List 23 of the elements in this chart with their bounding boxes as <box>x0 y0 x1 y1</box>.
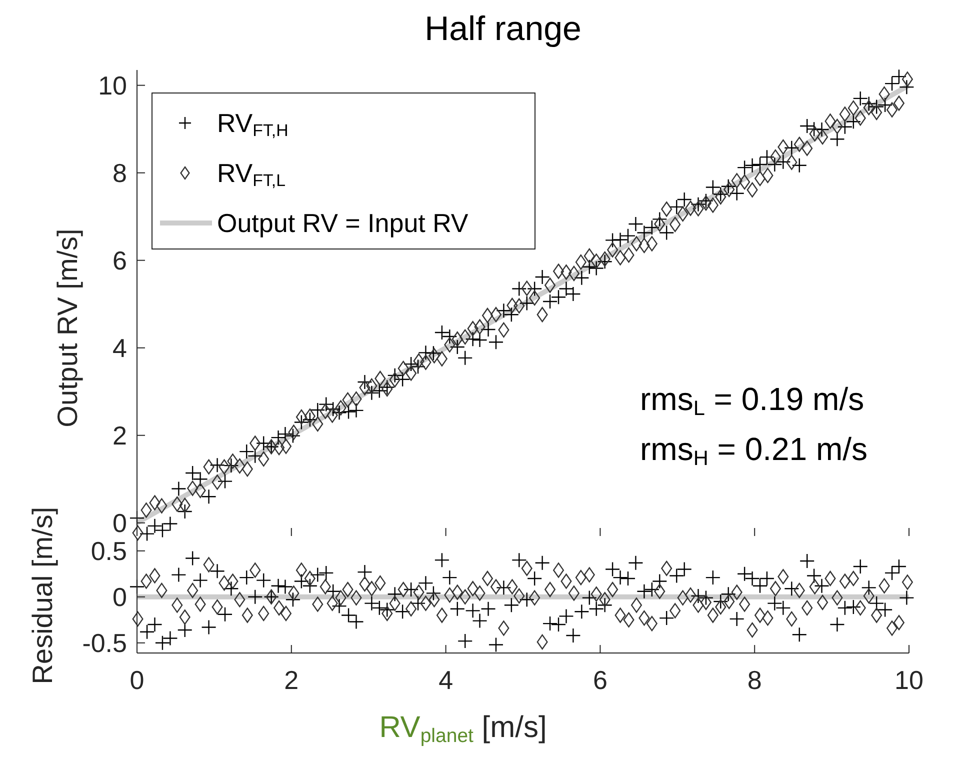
y-tick-label: 10 <box>98 70 127 100</box>
y-tick-label: -0.5 <box>82 628 127 658</box>
chart-title: Half range <box>424 10 582 48</box>
x-tick-label: 8 <box>747 665 762 695</box>
annotation: rms$_{H}$ = 0.21 m/s <box>640 431 868 470</box>
x-tick-label: 4 <box>438 665 454 695</box>
y-tick-label: 4 <box>112 332 127 363</box>
x-tick-label: 6 <box>592 665 608 695</box>
y-tick-label: 0.5 <box>90 536 127 566</box>
x-tick-label: 2 <box>284 665 299 695</box>
x-axis-title: RV$_{planet}$ [m/s] <box>379 711 547 747</box>
legend-label: RV$_{FT,L}$ <box>217 158 286 190</box>
y-axis-title: Output RV [m/s] <box>52 228 83 428</box>
y-tick-label: 2 <box>112 420 127 450</box>
y-tick-label: 0 <box>112 582 127 612</box>
x-tick-label: 10 <box>894 665 924 695</box>
legend-label: RV$_{FT,H}$ <box>217 108 288 140</box>
y-tick-label: 0 <box>112 508 127 538</box>
y-tick-label: 8 <box>112 158 127 188</box>
legend-label: Output RV = Input RV <box>217 208 469 238</box>
annotation: rms$_{L}$ = 0.19 m/s <box>640 381 864 420</box>
y-tick-label: 6 <box>112 245 127 276</box>
y-axis-title: Residual [m/s] <box>27 506 58 684</box>
